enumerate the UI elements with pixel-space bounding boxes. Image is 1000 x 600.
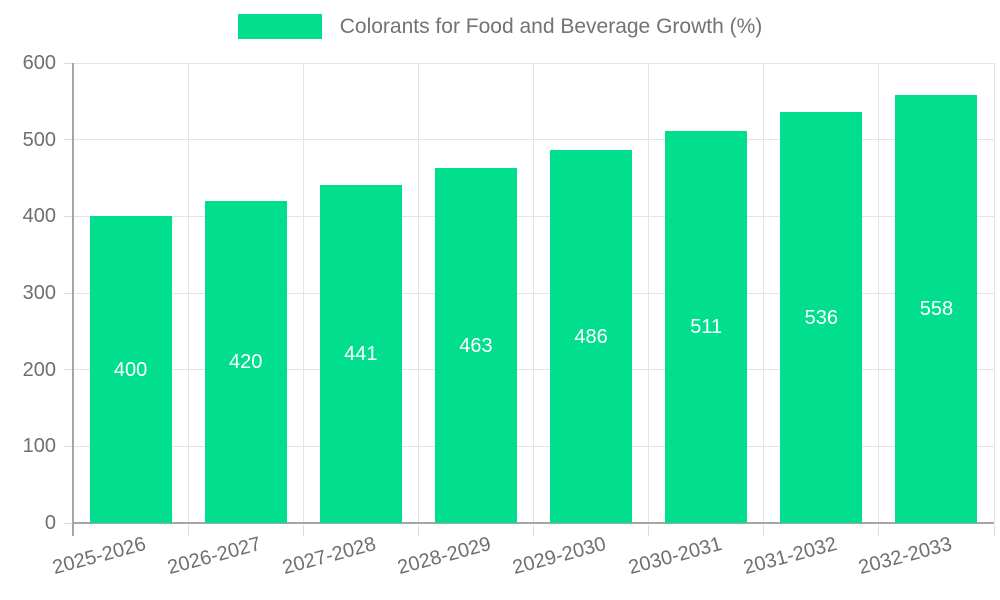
y-axis-tick bbox=[64, 522, 73, 524]
legend-label: Colorants for Food and Beverage Growth (… bbox=[339, 14, 763, 38]
y-axis-label: 600 bbox=[22, 52, 56, 74]
bar-value-label: 400 bbox=[113, 358, 148, 381]
y-axis-tick bbox=[64, 62, 73, 64]
y-axis-label: 400 bbox=[22, 205, 56, 228]
y-axis-tick bbox=[64, 139, 73, 141]
x-axis-tick bbox=[993, 525, 995, 536]
bar-value-label: 558 bbox=[919, 298, 954, 321]
y-axis-label: 500 bbox=[22, 128, 56, 151]
gridline-vertical bbox=[187, 63, 189, 523]
y-axis-line bbox=[72, 63, 74, 536]
y-axis-tick bbox=[64, 215, 73, 217]
legend-swatch bbox=[237, 14, 322, 39]
y-axis-label: 200 bbox=[22, 358, 56, 381]
x-axis-label: 2027-2028 bbox=[280, 533, 379, 580]
x-axis-label: 2029-2030 bbox=[510, 533, 609, 580]
bar[interactable] bbox=[780, 112, 863, 523]
bar[interactable] bbox=[550, 150, 633, 523]
bar-value-label: 511 bbox=[690, 316, 723, 339]
bar[interactable] bbox=[319, 184, 402, 523]
x-axis-label: 2026-2027 bbox=[165, 533, 264, 580]
y-axis-label: 300 bbox=[22, 282, 56, 304]
y-axis-tick bbox=[64, 445, 73, 447]
x-axis-tick bbox=[302, 525, 304, 536]
bar-value-label: 536 bbox=[804, 306, 838, 329]
gridline-vertical bbox=[763, 63, 765, 523]
bar[interactable] bbox=[665, 131, 748, 523]
gridline-vertical bbox=[648, 63, 650, 523]
x-axis-tick bbox=[648, 525, 650, 536]
x-axis-label: 2031-2032 bbox=[740, 533, 840, 580]
x-axis-tick bbox=[878, 525, 880, 536]
gridline-vertical bbox=[302, 63, 304, 523]
gridline-vertical bbox=[417, 63, 419, 523]
bar-value-label: 463 bbox=[459, 334, 493, 357]
x-axis-label: 2025-2026 bbox=[50, 533, 149, 580]
gridline-vertical bbox=[533, 63, 534, 523]
gridline-vertical bbox=[878, 63, 880, 523]
x-axis-line bbox=[73, 522, 994, 524]
y-axis-label: 0 bbox=[44, 512, 56, 534]
x-axis-label: 2032-2033 bbox=[856, 533, 955, 580]
x-axis-label: 2028-2029 bbox=[395, 533, 494, 580]
y-axis-tick bbox=[64, 292, 73, 294]
bar[interactable] bbox=[895, 95, 978, 523]
bar-value-label: 486 bbox=[574, 325, 608, 348]
gridline-vertical bbox=[993, 63, 995, 523]
y-axis-tick bbox=[64, 369, 73, 371]
x-axis-tick bbox=[417, 525, 419, 536]
x-axis-label: 2030-2031 bbox=[625, 533, 724, 580]
y-axis-label: 100 bbox=[22, 435, 56, 458]
bar-value-label: 420 bbox=[229, 351, 263, 373]
bar-value-label: 441 bbox=[344, 342, 378, 365]
bar[interactable] bbox=[434, 168, 517, 523]
legend[interactable]: Colorants for Food and Beverage Growth (… bbox=[0, 14, 1000, 39]
x-axis-tick bbox=[533, 525, 534, 536]
x-axis-tick bbox=[187, 525, 189, 536]
bar[interactable] bbox=[204, 201, 287, 523]
x-axis-tick bbox=[763, 525, 765, 536]
bar[interactable] bbox=[89, 216, 172, 523]
